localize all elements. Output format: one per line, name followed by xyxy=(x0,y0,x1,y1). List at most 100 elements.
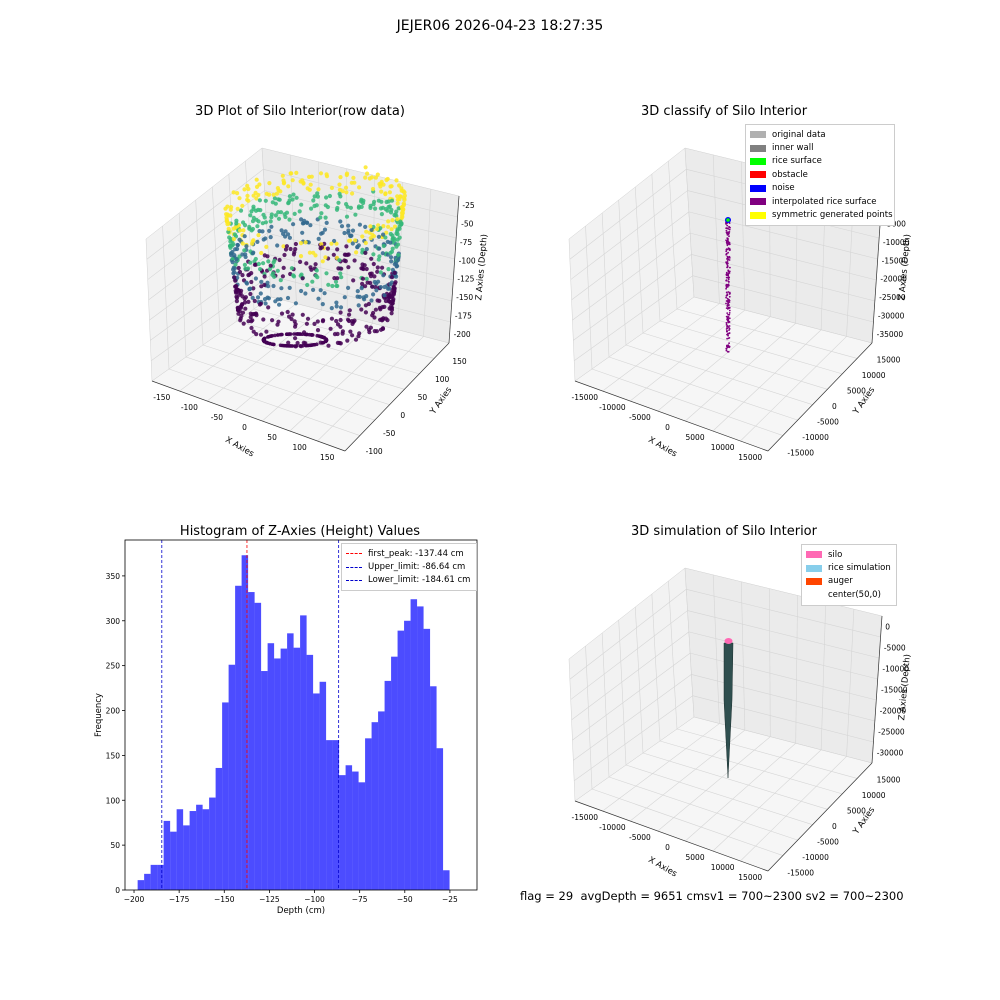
histogram-bar xyxy=(358,782,366,890)
z-tick-label: -30000 xyxy=(877,749,904,758)
x-tick-label: -10000 xyxy=(599,403,626,412)
scatter-point xyxy=(254,177,259,182)
grid-line xyxy=(168,368,360,436)
y-axis-line xyxy=(344,342,450,452)
grid-line xyxy=(573,254,692,341)
status-sv2: sv2 = 700~2300 xyxy=(805,889,904,903)
scatter-point xyxy=(258,208,263,213)
scatter-point xyxy=(300,221,305,226)
scatter-point xyxy=(257,182,262,187)
scatter-point xyxy=(392,224,398,229)
scatter-point xyxy=(395,194,400,199)
classify-point xyxy=(728,235,730,238)
scatter-point xyxy=(253,256,258,262)
scatter-point xyxy=(398,194,403,199)
histogram-bar xyxy=(241,555,249,890)
scatter-point xyxy=(275,243,280,248)
scatter-point xyxy=(357,185,362,190)
scatter-point xyxy=(251,204,256,209)
scatter-point xyxy=(299,288,304,294)
classify-point xyxy=(725,302,727,305)
scatter-point xyxy=(389,198,395,203)
classify-point xyxy=(727,298,730,301)
scatter-point xyxy=(363,224,368,229)
scatter-point xyxy=(307,187,312,192)
scatter-point xyxy=(364,294,369,299)
scatter-point xyxy=(262,337,266,341)
scatter-point xyxy=(256,233,261,238)
scatter-point xyxy=(344,214,350,219)
scatter-point xyxy=(324,271,329,276)
histogram-bar xyxy=(157,864,164,890)
classify-point xyxy=(727,284,730,287)
scatter-point xyxy=(315,328,321,333)
histogram-bar xyxy=(384,680,392,890)
scatter-point xyxy=(359,197,364,202)
scatter-point xyxy=(342,295,347,300)
z-tick-label: -5000 xyxy=(884,220,906,229)
scatter-point xyxy=(270,200,275,205)
x-tick-label: -50 xyxy=(211,413,223,422)
histogram xyxy=(122,539,478,893)
classify-point xyxy=(725,322,728,324)
scatter-point xyxy=(238,228,243,233)
scatter-point xyxy=(301,344,305,348)
scatter-point xyxy=(288,246,293,252)
grid-line xyxy=(572,652,691,741)
classify-point xyxy=(726,244,729,247)
scatter-point xyxy=(395,217,400,222)
scatter-point xyxy=(364,276,369,281)
scatter-point xyxy=(291,222,296,227)
histogram-legend: first_peak: -137.44 cm Upper_limit: -86.6… xyxy=(341,543,477,592)
scatter-point xyxy=(390,294,395,299)
scatter-point xyxy=(230,260,235,265)
scatter-point xyxy=(364,229,369,234)
classify-point xyxy=(728,342,730,345)
scatter-point xyxy=(279,311,285,316)
scatter-point xyxy=(368,280,373,286)
scatter-point xyxy=(255,295,261,300)
scatter-point xyxy=(373,307,378,312)
scatter-point xyxy=(378,285,383,290)
scatter-point xyxy=(303,240,308,245)
scatter-point xyxy=(261,237,266,242)
histogram-bar xyxy=(235,585,242,890)
scatter-point xyxy=(389,227,394,232)
scatter-point xyxy=(375,298,380,303)
scatter-point xyxy=(382,293,387,298)
scatter-point xyxy=(270,318,275,323)
classify-point xyxy=(728,232,730,235)
scatter-point xyxy=(305,282,310,288)
scatter-point xyxy=(318,288,323,293)
grid-line xyxy=(602,303,720,392)
grid-line xyxy=(591,368,783,436)
scatter-point xyxy=(232,270,237,275)
histogram-bar xyxy=(287,633,294,890)
scatter-point xyxy=(275,268,280,273)
grid-line xyxy=(686,588,881,638)
scatter-point xyxy=(370,284,375,289)
scatter-point xyxy=(389,184,394,189)
scatter-point xyxy=(275,297,280,302)
scatter-point xyxy=(363,165,368,170)
scatter-point xyxy=(307,250,312,255)
y-tick-label: 150 xyxy=(452,357,467,366)
scatter-point xyxy=(364,324,369,329)
scatter-point xyxy=(237,269,243,275)
z-tick-label: -125 xyxy=(457,275,474,284)
scatter-point xyxy=(283,214,288,220)
scatter-point xyxy=(328,326,333,331)
scatter-point xyxy=(270,334,275,338)
scatter-point xyxy=(392,262,397,267)
scatter-point xyxy=(348,238,353,243)
grid-line xyxy=(162,225,170,370)
figure-title: JEJER06 2026-04-23 18:27:35 xyxy=(396,18,604,34)
scatter-point xyxy=(375,269,380,274)
legend-label: original data xyxy=(772,129,826,140)
scatter-point xyxy=(275,186,280,191)
scatter-point xyxy=(305,316,311,321)
grid-line xyxy=(657,736,771,832)
classify-point xyxy=(726,255,729,258)
legend-entry: Upper_limit: -86.64 cm xyxy=(346,560,472,573)
y-tick-label: 150 xyxy=(106,751,121,760)
